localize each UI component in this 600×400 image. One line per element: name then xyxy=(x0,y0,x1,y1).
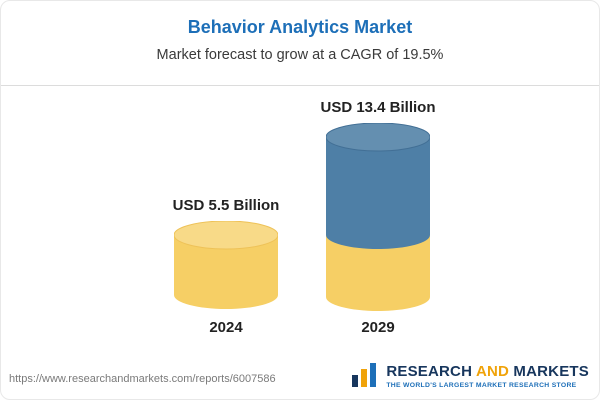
bar-cylinder-2029 xyxy=(326,123,430,311)
logo-wordmark: RESEARCH AND MARKETS xyxy=(386,363,589,380)
report-url: https://www.researchandmarkets.com/repor… xyxy=(9,373,276,385)
logo-mark-icon xyxy=(352,363,377,387)
header-divider xyxy=(1,85,599,86)
chart-title: Behavior Analytics Market xyxy=(187,17,413,37)
logo-text: RESEARCH AND MARKETS THE WORLD'S LARGEST… xyxy=(386,363,589,389)
logo-word-and: AND xyxy=(475,363,510,380)
logo-word-research: RESEARCH xyxy=(386,363,473,380)
chart-subtitle: Market forecast to grow at a CAGR of 19.… xyxy=(156,47,444,63)
brand-logo: RESEARCH AND MARKETS THE WORLD'S LARGEST… xyxy=(350,363,589,389)
bar-cylinder-2024 xyxy=(174,221,278,309)
logo-word-markets: MARKETS xyxy=(513,363,589,380)
bar-value-label-2024: USD 5.5 Billion xyxy=(172,197,280,214)
x-axis-label-2029: 2029 xyxy=(361,319,395,336)
logo-tagline: THE WORLD'S LARGEST MARKET RESEARCH STOR… xyxy=(386,382,577,389)
x-axis-label-2024: 2024 xyxy=(209,319,243,336)
bar-value-label-2029: USD 13.4 Billion xyxy=(320,99,436,116)
